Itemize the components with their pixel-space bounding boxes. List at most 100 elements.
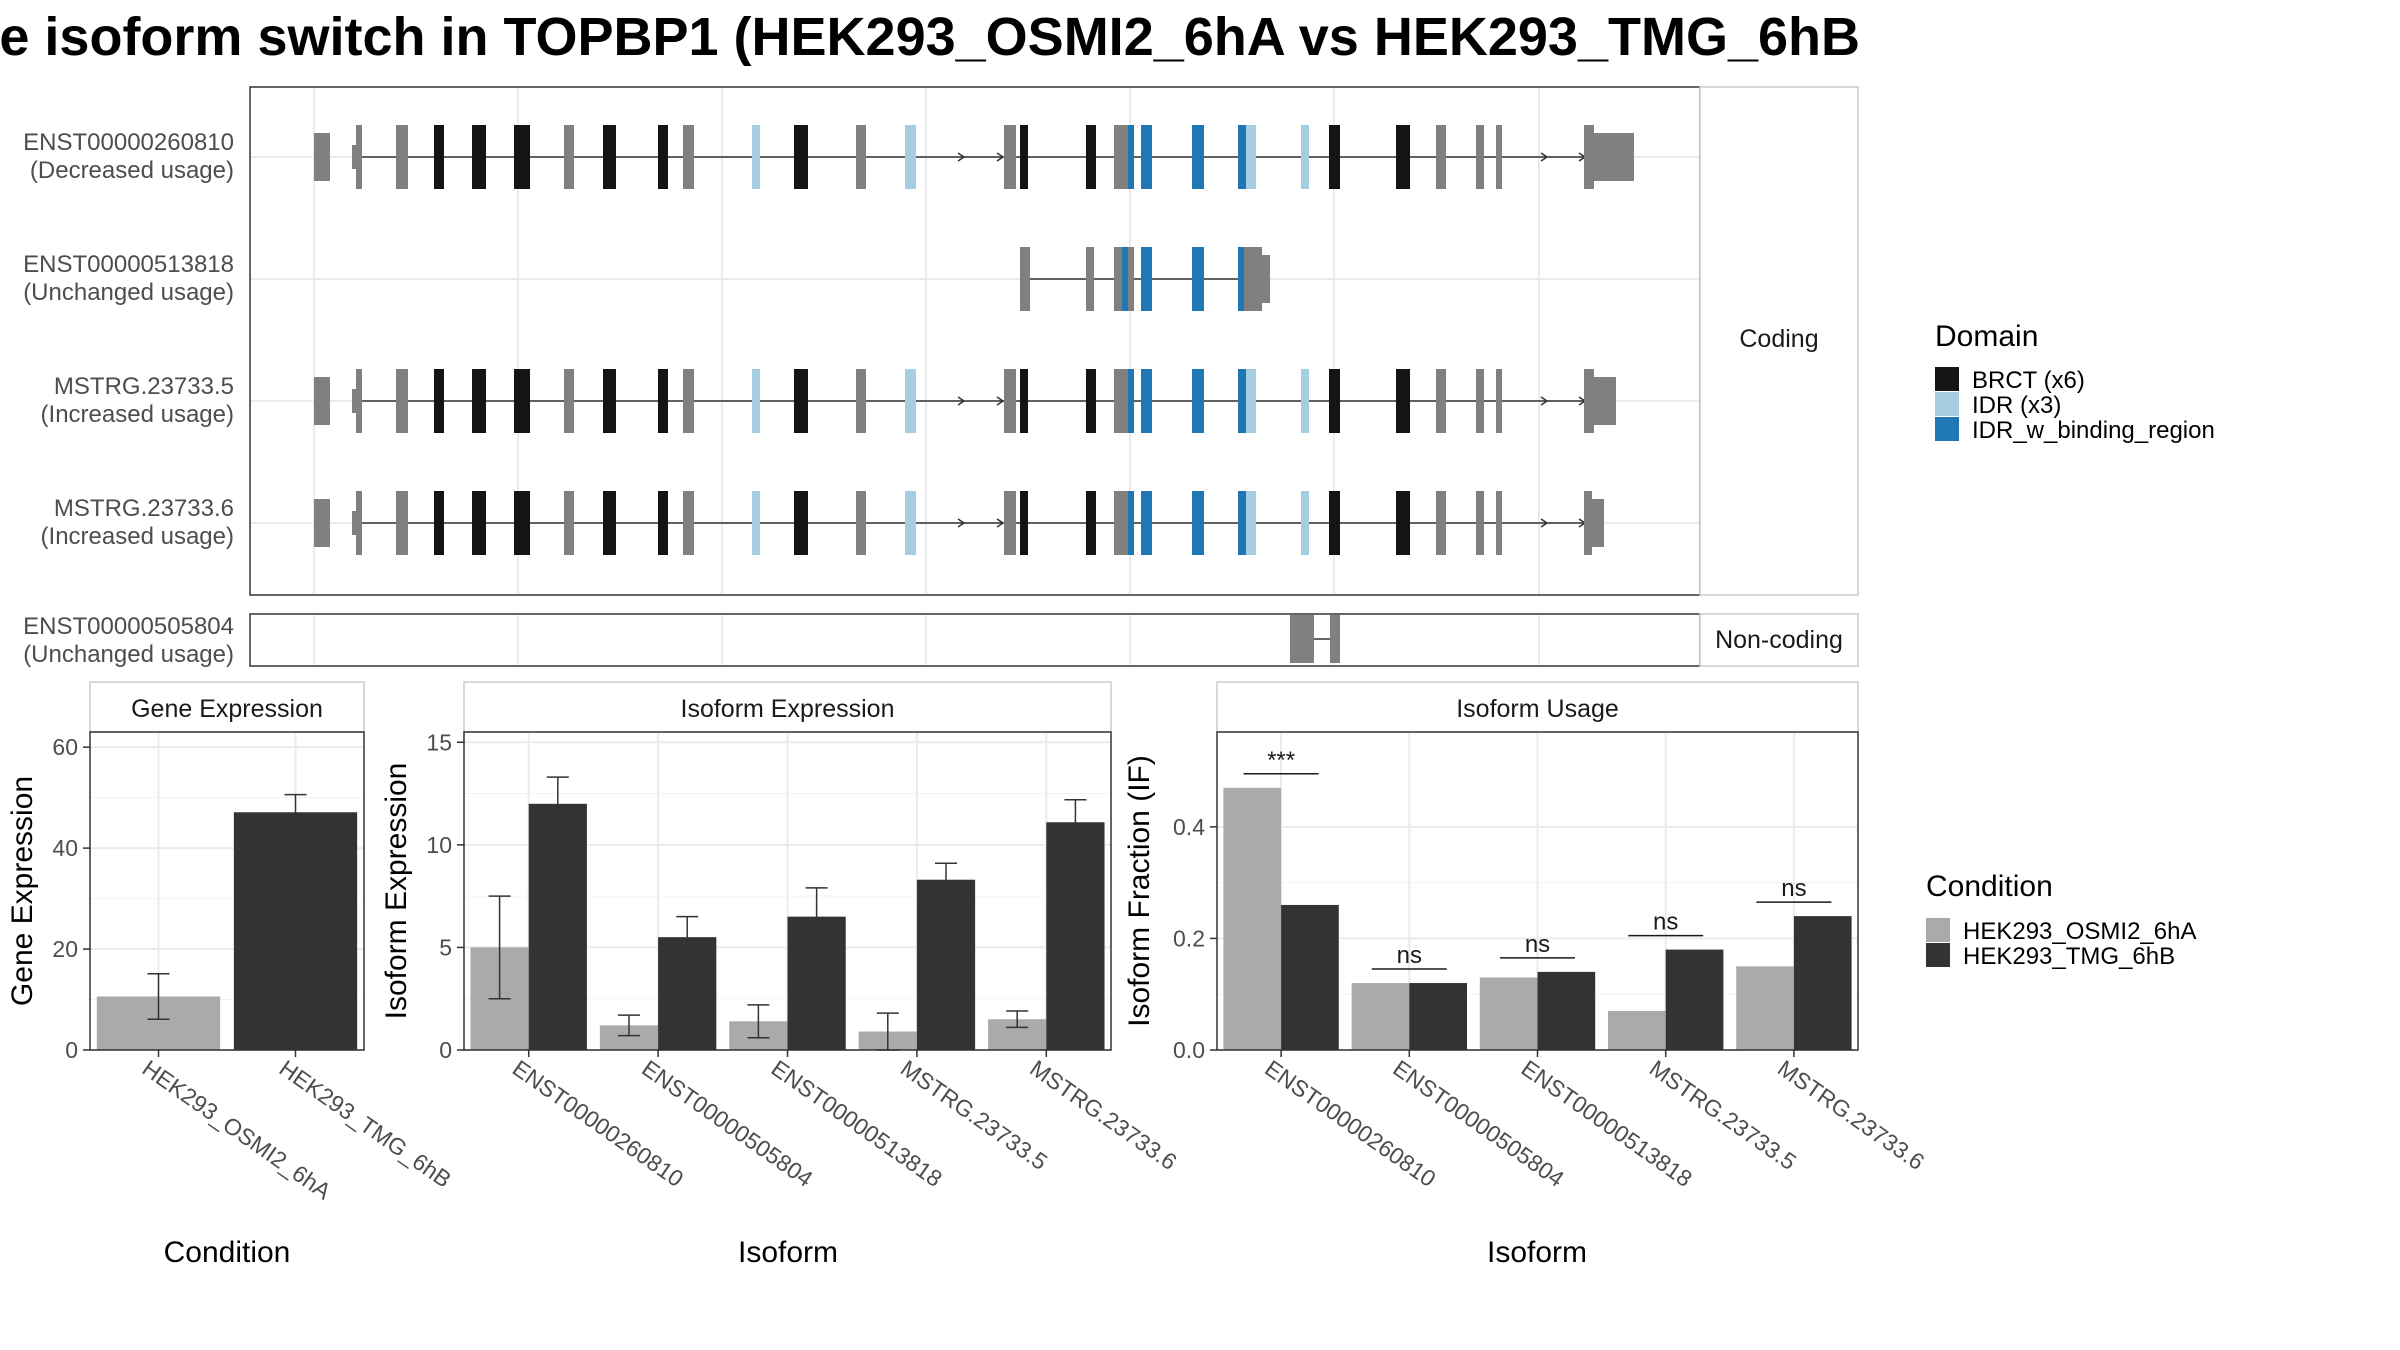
chart-strip [463, 681, 1112, 733]
strand-arrow [1540, 396, 1549, 406]
exon [1192, 369, 1204, 433]
y-tick-label: 0.4 [1173, 814, 1205, 840]
exon [1086, 369, 1096, 433]
significance-label: ns [1781, 875, 1806, 902]
exon [856, 125, 866, 189]
exon [658, 369, 668, 433]
exon [752, 491, 760, 555]
exon [1396, 125, 1410, 189]
legend-label-domain: BRCT (x6) [1972, 367, 2085, 394]
exon [1020, 125, 1028, 189]
transcript-label: MSTRG.23733.6 [54, 495, 234, 522]
y-tick-label: 0.2 [1173, 925, 1205, 951]
exon [1238, 125, 1246, 189]
exon [1301, 369, 1309, 433]
bar [528, 803, 587, 1050]
exon [1584, 125, 1594, 189]
exon [1128, 369, 1134, 433]
transcript-usage-label: (Decreased usage) [30, 157, 234, 184]
exon [514, 125, 530, 189]
exon [1020, 369, 1028, 433]
y-tick-label: 5 [439, 934, 452, 960]
exon [396, 369, 408, 433]
exon [1594, 377, 1616, 425]
exon [1114, 125, 1128, 189]
y-axis-title: Isoform Expression [380, 763, 413, 1020]
facet-strip-noncoding [1699, 613, 1859, 667]
x-axis-title: Isoform [1487, 1236, 1587, 1269]
exon [1192, 247, 1204, 311]
exon [1020, 491, 1028, 555]
exon [1594, 133, 1634, 181]
exon [752, 125, 760, 189]
legend-key-condition [1926, 943, 1950, 967]
exon [856, 491, 866, 555]
exon [1329, 125, 1340, 189]
bar [1537, 971, 1596, 1050]
y-tick-label: 60 [52, 734, 78, 760]
bar [1736, 966, 1794, 1050]
strand-arrow [957, 396, 966, 406]
y-tick-label: 40 [52, 835, 78, 861]
exon [396, 491, 408, 555]
exon [1496, 369, 1502, 433]
strand-arrow [1540, 152, 1549, 162]
exon [856, 369, 866, 433]
bar [1665, 949, 1724, 1050]
legend-key-condition [1926, 918, 1950, 942]
bar [1409, 983, 1467, 1050]
exon [1238, 247, 1244, 311]
significance-label: *** [1267, 747, 1295, 774]
exon [1496, 125, 1502, 189]
exon [1476, 125, 1484, 189]
bar [1351, 983, 1410, 1050]
exon [603, 369, 616, 433]
exon [1238, 369, 1246, 433]
exon [1086, 491, 1096, 555]
exon [794, 369, 808, 433]
exon [794, 491, 808, 555]
exon [683, 491, 694, 555]
exon [472, 491, 486, 555]
exon [1496, 491, 1502, 555]
exon [1114, 247, 1122, 311]
exon [1114, 491, 1128, 555]
exon [683, 125, 694, 189]
legend-key-domain [1935, 367, 1959, 391]
bar [1793, 916, 1852, 1050]
transcript-label: ENST00000505804 [23, 613, 234, 640]
significance-label: ns [1653, 909, 1678, 936]
bar [233, 812, 358, 1050]
strand-arrow [996, 396, 1005, 406]
transcript-label: ENST00000513818 [23, 251, 234, 278]
exon [1086, 125, 1096, 189]
exon [514, 491, 530, 555]
exon [1141, 369, 1152, 433]
exon [905, 369, 916, 433]
exon [603, 491, 616, 555]
significance-label: ns [1397, 942, 1422, 969]
transcript-usage-label: (Unchanged usage) [23, 279, 234, 306]
coding-panel [250, 87, 1700, 595]
exon [1128, 491, 1134, 555]
exon [1301, 125, 1309, 189]
plot-border [89, 731, 365, 1051]
exon [1141, 247, 1152, 311]
exon [1436, 491, 1446, 555]
transcript-usage-label: (Increased usage) [41, 401, 234, 428]
exon [905, 125, 916, 189]
exon [314, 133, 330, 181]
facet-strip-coding [1699, 86, 1859, 596]
facet-label-noncoding: Non-coding [1715, 626, 1843, 654]
exon [1476, 369, 1484, 433]
transcript-usage-label: (Unchanged usage) [23, 641, 234, 668]
exon [794, 125, 808, 189]
exon [1329, 491, 1340, 555]
legend-label-domain: IDR_w_binding_region [1972, 417, 2215, 444]
exon [1396, 491, 1410, 555]
exon [356, 125, 362, 189]
exon [1122, 247, 1128, 311]
exon [1192, 491, 1204, 555]
exon [356, 491, 362, 555]
